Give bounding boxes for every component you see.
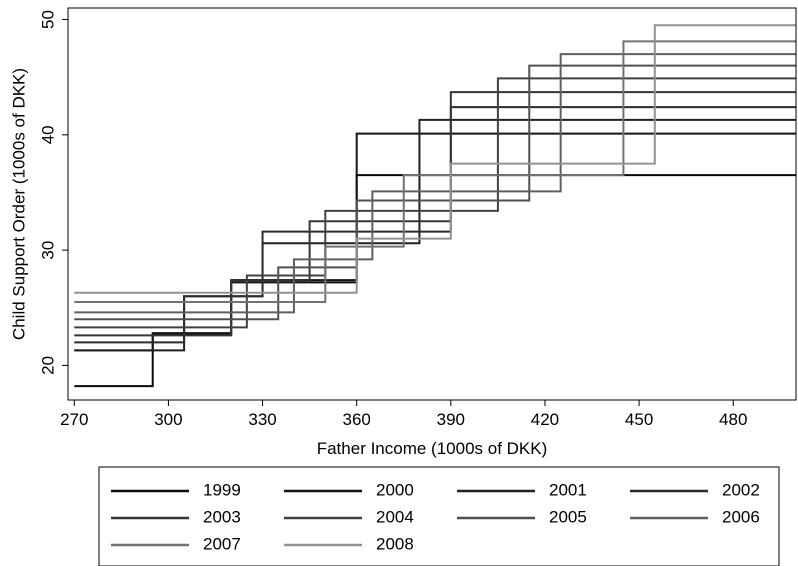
legend-label-2005: 2005 [549,507,587,526]
series-line-2003 [74,91,796,337]
x-tick-label: 390 [437,410,465,429]
y-tick-label: 40 [38,125,57,144]
axis-ticks: 270 300 330 360 390 420 450 480 20 30 40 50 [38,10,747,429]
legend-label-2004: 2004 [376,507,414,526]
legend: 1999 2000 2001 2002 2003 2004 2005 2006 2007 2008 [98,466,780,566]
series-line-2004 [74,77,796,329]
series-line-1999 [74,174,796,388]
x-tick-label: 270 [60,410,88,429]
y-axis-title: Child Support Order (1000s of DKK) [9,68,28,340]
legend-label-2003: 2003 [203,507,241,526]
plot-area-frame [67,7,797,401]
legend-label-2001: 2001 [549,480,587,499]
x-tick-label: 330 [248,410,276,429]
series-line-2005 [74,64,796,321]
legend-label-2007: 2007 [203,534,241,553]
x-tick-label: 450 [625,410,653,429]
series-layer [74,24,796,388]
legend-label-2008: 2008 [376,534,414,553]
y-tick-label: 20 [38,356,57,375]
y-tick-label: 50 [38,10,57,29]
legend-label-1999: 1999 [203,480,241,499]
series-line-2006 [74,53,796,314]
series-line-2001 [74,118,796,352]
legend-label-2000: 2000 [376,480,414,499]
legend-label-2006: 2006 [722,507,760,526]
series-line-2008 [74,24,796,294]
x-axis-title: Father Income (1000s of DKK) [317,439,548,458]
x-tick-label: 300 [154,410,182,429]
legend-label-2002: 2002 [722,480,760,499]
series-line-2002 [74,106,796,344]
legend-box [98,466,780,566]
series-line-2007 [74,40,796,303]
y-tick-label: 30 [38,241,57,260]
x-tick-label: 360 [343,410,371,429]
series-line-2000 [74,132,796,352]
x-tick-label: 420 [531,410,559,429]
x-tick-label: 480 [719,410,747,429]
